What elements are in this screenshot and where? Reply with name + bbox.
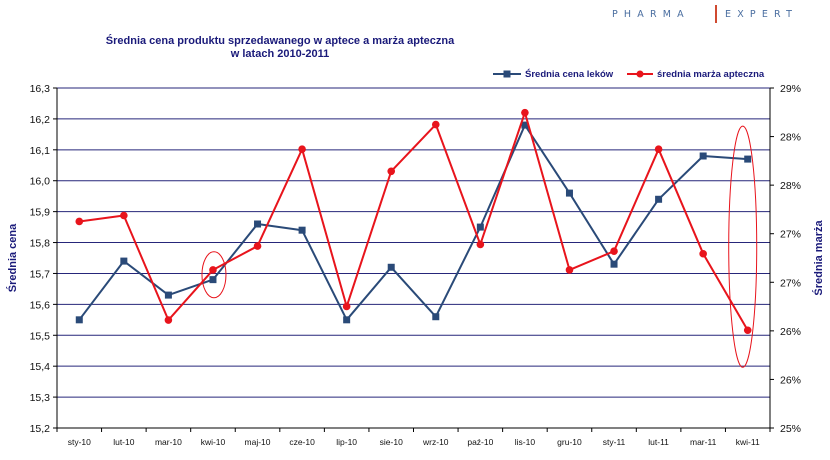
price-point (521, 121, 529, 129)
price-point (655, 195, 663, 203)
legend-label-price: Średnia cena leków (525, 68, 614, 80)
chart-subtitle: w latach 2010-2011 (230, 48, 329, 60)
y-tick-label: 15,8 (30, 238, 51, 250)
x-tick-label: cze-10 (289, 437, 315, 447)
y2-axis-title: Średnia marża (812, 220, 825, 296)
margin-point (387, 167, 396, 176)
y-tick-label: 15,6 (30, 299, 51, 311)
margin-point (75, 217, 84, 226)
margin-point (610, 247, 618, 255)
axes (53, 87, 774, 432)
y2-tick-label: 26% (780, 326, 801, 338)
highlight-ellipse (201, 251, 227, 299)
price-point (209, 276, 217, 284)
price-point (565, 189, 573, 197)
margin-point (654, 145, 663, 153)
margin-point (476, 240, 485, 249)
margin-point (743, 326, 752, 335)
x-tick-label: lis-10 (515, 437, 536, 447)
price-point (432, 313, 440, 321)
y-tick-label: 16,0 (30, 176, 51, 188)
y2-tick-label: 26% (780, 374, 801, 386)
x-tick-label: lut-11 (648, 437, 669, 447)
brand-left: PHARMA (612, 9, 690, 20)
price-point (476, 223, 484, 231)
margin-point (209, 266, 217, 274)
margin-point (699, 249, 707, 258)
y2-tick-label: 28% (780, 180, 801, 192)
margin-point (521, 108, 529, 117)
legend-marker-margin (636, 70, 644, 78)
y2-tick-label: 27% (780, 229, 801, 241)
chart-title: Średnia cena produktu sprzedawanego w ap… (106, 34, 455, 47)
margin-point (253, 242, 262, 250)
x-tick-label: wrz-10 (422, 437, 449, 447)
margin-point (164, 316, 173, 324)
y-tick-label: 16,1 (30, 145, 51, 157)
tick-labels: 15,2 15,3 15,4 15,5 15,6 15,7 15,8 15,9 16,0 16,1… (30, 83, 801, 447)
margin-point (342, 302, 351, 311)
x-tick-label: kwi-11 (736, 437, 760, 447)
highlight-ellipse (728, 125, 758, 368)
y-tick-label: 15,5 (30, 330, 51, 342)
margin-series-line (79, 111, 749, 331)
y-axis-title: Średnia cena (6, 223, 19, 292)
x-tick-label: sty-10 (68, 437, 91, 447)
x-tick-label: gru-10 (557, 437, 582, 447)
x-tick-label: sty-11 (603, 437, 626, 447)
y-tick-label: 15,4 (30, 361, 51, 373)
y2-tick-label: 27% (780, 277, 801, 289)
brand-divider (715, 5, 717, 23)
y2-tick-label: 25% (780, 423, 801, 435)
price-point (254, 220, 262, 228)
price-point (387, 263, 395, 271)
y2-tick-label: 28% (780, 132, 801, 144)
x-tick-label: maj-10 (245, 437, 271, 447)
x-tick-label: lip-10 (336, 437, 357, 447)
price-point (744, 155, 752, 163)
legend-label-margin: średnia marża apteczna (657, 69, 765, 80)
y2-tick-label: 29% (780, 83, 801, 95)
x-tick-label: kwi-10 (201, 437, 226, 447)
x-tick-label: sie-10 (380, 437, 403, 447)
x-tick-label: mar-11 (690, 437, 717, 447)
y-tick-label: 16,3 (30, 83, 51, 95)
y-tick-label: 15,7 (30, 268, 51, 280)
x-tick-label: paź-10 (467, 437, 493, 447)
gridlines (57, 87, 770, 398)
margin-point (298, 145, 306, 153)
margin-point (565, 266, 574, 274)
price-point (699, 152, 707, 160)
series (75, 108, 752, 335)
x-tick-label: mar-10 (155, 437, 182, 447)
y-tick-label: 15,2 (30, 423, 51, 435)
price-series-line (78, 124, 748, 321)
y-tick-label: 16,2 (30, 114, 51, 126)
y-tick-label: 15,9 (30, 207, 51, 219)
x-tick-label: lut-10 (113, 437, 135, 447)
price-point (75, 316, 83, 324)
price-point (120, 257, 128, 265)
price-point (298, 226, 306, 234)
annotations (201, 125, 758, 368)
price-point (164, 291, 172, 299)
legend: Średnia cena leków średnia marża apteczn… (493, 68, 765, 80)
brand-right: EXPERT (725, 9, 798, 20)
margin-point (120, 211, 128, 220)
margin-point (431, 120, 440, 129)
legend-marker-price (503, 70, 511, 78)
y-tick-label: 15,3 (30, 392, 51, 404)
price-point (343, 316, 351, 324)
price-point (610, 260, 618, 268)
